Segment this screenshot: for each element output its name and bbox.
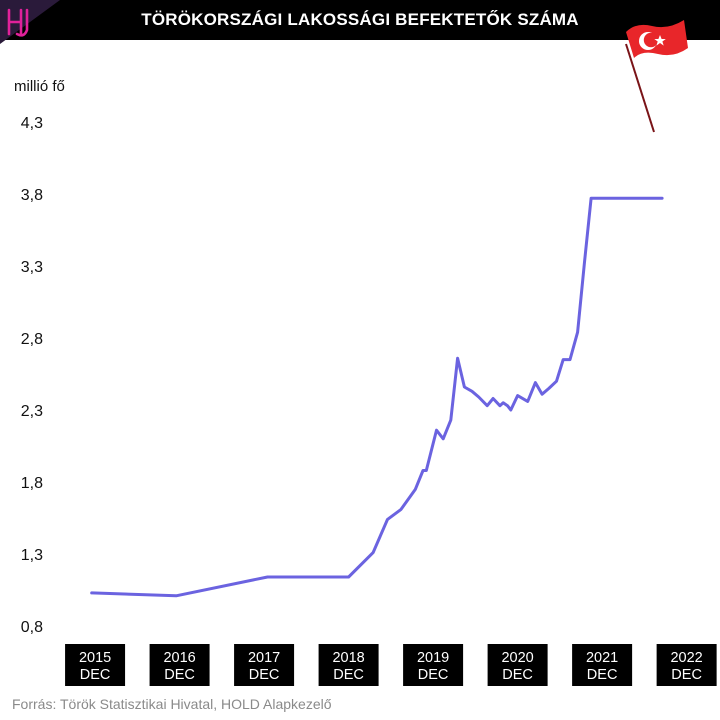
x-tick-box xyxy=(65,644,126,686)
x-tick-box xyxy=(572,644,633,686)
y-tick-label: 1,8 xyxy=(21,475,43,492)
x-tick-label: DEC xyxy=(502,667,533,683)
x-tick-label: 2016 xyxy=(163,650,195,666)
y-axis-unit-label: millió fő xyxy=(14,78,65,95)
x-tick-label: 2022 xyxy=(670,650,702,666)
x-tick-label: DEC xyxy=(333,667,364,683)
x-tick-box xyxy=(234,644,295,686)
x-tick-label: 2018 xyxy=(332,650,364,666)
x-tick-label: 2017 xyxy=(248,650,280,666)
y-tick-label: 0,8 xyxy=(21,619,43,636)
y-tick-label: 2,3 xyxy=(21,403,43,420)
x-tick-box xyxy=(318,644,379,686)
x-tick-box xyxy=(149,644,210,686)
line-chart: 4,33,83,32,82,31,81,30,82015DEC2016DEC20… xyxy=(21,115,717,686)
x-tick-label: DEC xyxy=(671,667,702,683)
y-tick-label: 4,3 xyxy=(21,115,43,132)
source-note: Forrás: Török Statisztikai Hivatal, HOLD… xyxy=(12,696,332,712)
y-tick-label: 3,3 xyxy=(21,259,43,276)
x-tick-label: 2019 xyxy=(417,650,449,666)
chart-title: TÖRÖKORSZÁGI LAKOSSÁGI BEFEKTETŐK SZÁMA xyxy=(141,10,579,29)
turkey-flag-icon xyxy=(625,20,688,133)
x-tick-label: 2020 xyxy=(501,650,533,666)
x-tick-label: DEC xyxy=(164,667,195,683)
hold-logo-icon xyxy=(0,0,60,44)
x-tick-label: DEC xyxy=(249,667,280,683)
x-tick-label: 2015 xyxy=(79,650,111,666)
x-tick-box xyxy=(487,644,548,686)
series-line xyxy=(90,196,664,598)
x-tick-label: 2021 xyxy=(586,650,618,666)
x-tick-label: DEC xyxy=(587,667,618,683)
y-tick-label: 2,8 xyxy=(21,331,43,348)
y-tick-label: 3,8 xyxy=(21,187,43,204)
x-tick-label: DEC xyxy=(418,667,449,683)
header-bar xyxy=(0,0,720,40)
x-tick-box xyxy=(656,644,717,686)
x-tick-box xyxy=(403,644,464,686)
y-tick-label: 1,3 xyxy=(21,547,43,564)
x-tick-label: DEC xyxy=(80,667,111,683)
